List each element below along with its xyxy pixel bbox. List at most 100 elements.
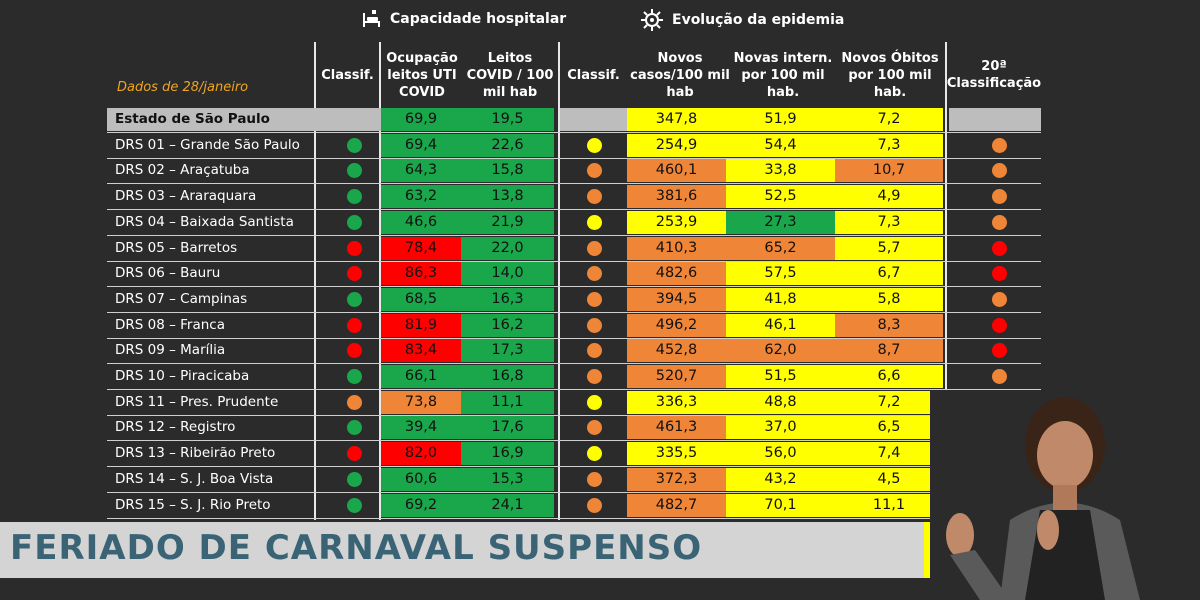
row-divider (107, 466, 1041, 468)
hospital-capacity-label: Capacidade hospitalar (390, 11, 567, 27)
casos-cell: 520,7 (627, 365, 726, 388)
col-head-classif-hospital: Classif. (321, 67, 374, 83)
intern-cell: 54,4 (726, 133, 835, 157)
classification-dot (587, 189, 602, 205)
classification-dot (347, 137, 362, 153)
table-row: DRS 13 – Ribeirão Preto 82,0 16,9 335,5 56,0… (107, 442, 1041, 466)
obitos-cell: 4,9 (835, 185, 943, 209)
obitos-cell: 6,7 (835, 262, 943, 286)
classification-dot (347, 394, 362, 410)
classification-dot (992, 240, 1007, 256)
obitos-cell: 6,6 (835, 365, 943, 388)
ocup-cell: 64,3 (381, 159, 461, 183)
casos-cell: 253,9 (627, 210, 726, 234)
classification-dot (347, 163, 362, 179)
casos-cell: 482,6 (627, 262, 726, 286)
obitos-cell: 7,4 (835, 442, 943, 466)
leitos-cell: 15,8 (461, 159, 554, 183)
casos-cell: 335,5 (627, 442, 726, 466)
ocup-cell: 83,4 (381, 339, 461, 363)
table-row: DRS 01 – Grande São Paulo 69,4 22,6 254,9 54… (107, 133, 1041, 157)
state-gray-cell (560, 108, 627, 131)
intern-cell: 46,1 (726, 313, 835, 337)
ocup-cell: 69,2 (381, 493, 461, 517)
ocup-cell: 39,4 (381, 416, 461, 440)
column-divider (314, 42, 316, 520)
leitos-cell: 21,9 (461, 210, 554, 234)
leitos-cell: 22,6 (461, 133, 554, 157)
col-head-internacoes: Novas intern. por 100 mil hab. (733, 50, 833, 100)
classification-dot (587, 446, 602, 462)
epidemic-evolution-header: Evolução da epidemia (640, 8, 844, 32)
intern-cell: 27,3 (726, 210, 835, 234)
region-name: DRS 02 – Araçatuba (115, 162, 250, 179)
ocup-cell: 69,9 (381, 108, 461, 131)
classification-dot (587, 420, 602, 436)
classification-dot (347, 420, 362, 436)
obitos-cell: 4,5 (835, 467, 943, 491)
intern-cell: 56,0 (726, 442, 835, 466)
row-divider (107, 517, 1041, 519)
casos-cell: 496,2 (627, 313, 726, 337)
classification-dot (587, 163, 602, 179)
state-gray-cell (949, 108, 1041, 131)
banner-accent (924, 522, 930, 578)
table-row: DRS 06 – Bauru 86,3 14,0 482,6 57,5 6,7 (107, 262, 1041, 286)
casos-cell: 347,8 (627, 108, 726, 131)
region-name: DRS 12 – Registro (115, 419, 236, 436)
obitos-cell: 11,1 (835, 493, 943, 517)
leitos-cell: 13,8 (461, 185, 554, 209)
table-row: DRS 02 – Araçatuba 64,3 15,8 460,1 33,8 10,7 (107, 159, 1041, 183)
column-divider (379, 42, 381, 520)
banner-title: FERIADO DE CARNAVAL SUSPENSO (10, 528, 703, 568)
ocup-cell: 60,6 (381, 467, 461, 491)
ocup-cell: 68,5 (381, 287, 461, 311)
classification-dot (587, 497, 602, 513)
region-name: DRS 05 – Barretos (115, 239, 238, 256)
table-row: DRS 04 – Baixada Santista 46,6 21,9 253,9 27… (107, 210, 1041, 234)
news-banner: FERIADO DE CARNAVAL SUSPENSO (0, 522, 930, 578)
classification-dot (587, 317, 602, 333)
casos-cell: 460,1 (627, 159, 726, 183)
region-name: DRS 04 – Baixada Santista (115, 213, 294, 230)
row-divider (107, 209, 1041, 211)
leitos-cell: 16,2 (461, 313, 554, 337)
region-name: Estado de São Paulo (107, 108, 314, 131)
classification-dot (347, 471, 362, 487)
casos-cell: 452,8 (627, 339, 726, 363)
table-row: DRS 10 – Piracicaba 66,1 16,8 520,7 51,5 6,6 (107, 365, 1041, 388)
intern-cell: 41,8 (726, 287, 835, 311)
obitos-cell: 7,3 (835, 210, 943, 234)
casos-cell: 482,7 (627, 493, 726, 517)
intern-cell: 48,8 (726, 390, 835, 414)
classification-dot (992, 317, 1007, 333)
row-divider (107, 414, 1041, 416)
obitos-cell: 5,8 (835, 287, 943, 311)
classification-dot (347, 240, 362, 256)
region-name: DRS 08 – Franca (115, 316, 226, 333)
leitos-cell: 24,1 (461, 493, 554, 517)
column-divider (945, 42, 947, 520)
intern-cell: 57,5 (726, 262, 835, 286)
classification-dot (992, 214, 1007, 230)
region-name: DRS 06 – Bauru (115, 265, 221, 282)
row-divider (107, 440, 1041, 442)
leitos-cell: 17,3 (461, 339, 554, 363)
region-name: DRS 15 – S. J. Rio Preto (115, 496, 271, 513)
table-row: DRS 11 – Pres. Prudente 73,8 11,1 336,3 48,8… (107, 390, 1041, 414)
intern-cell: 62,0 (726, 339, 835, 363)
intern-cell: 51,5 (726, 365, 835, 388)
col-head-ocupacao: Ocupação leitos UTI COVID (386, 50, 458, 100)
classification-dot (347, 497, 362, 513)
col-head-obitos: Novos Óbitos por 100 mil hab. (841, 50, 939, 100)
casos-cell: 336,3 (627, 390, 726, 414)
ocup-cell: 66,1 (381, 365, 461, 388)
casos-cell: 381,6 (627, 185, 726, 209)
region-name: DRS 13 – Ribeirão Preto (115, 445, 276, 462)
classification-dot (347, 189, 362, 205)
classification-dot (992, 343, 1007, 359)
region-name: DRS 11 – Pres. Prudente (115, 393, 279, 410)
region-name: DRS 01 – Grande São Paulo (115, 136, 300, 153)
intern-cell: 33,8 (726, 159, 835, 183)
table-row: DRS 14 – S. J. Boa Vista 60,6 15,3 372,3 43,… (107, 467, 1041, 491)
